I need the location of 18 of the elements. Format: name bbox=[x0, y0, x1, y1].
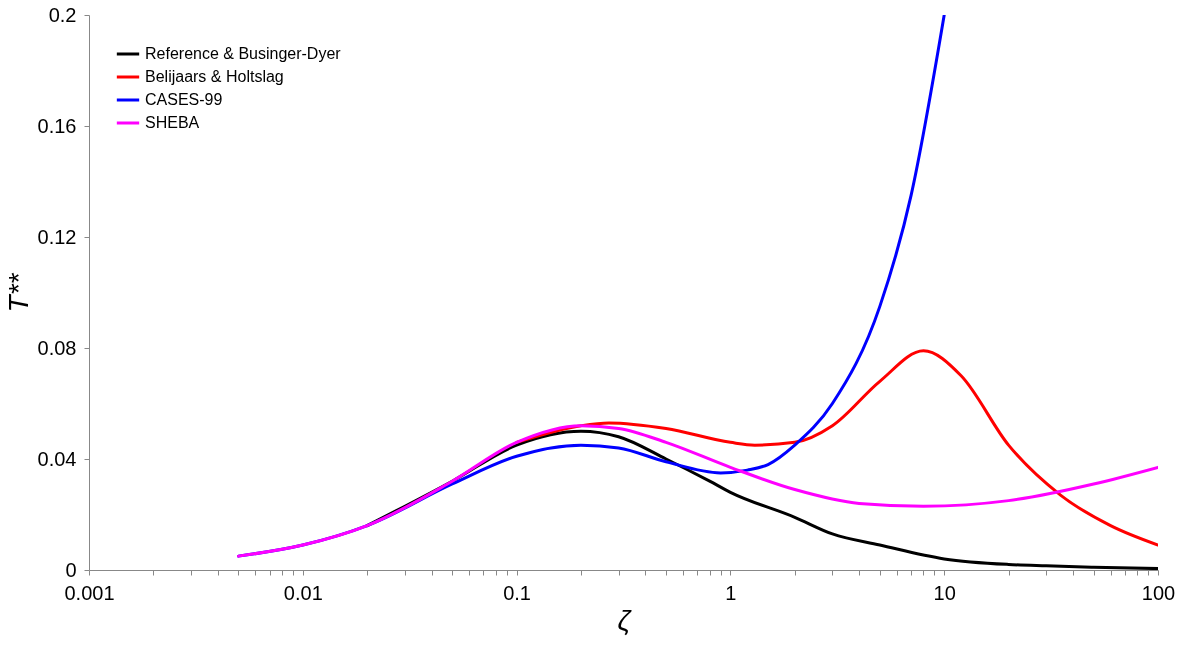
x-tick-label: 100 bbox=[1141, 581, 1176, 604]
x-tick-label: 1 bbox=[725, 581, 737, 604]
x-tick-label: 10 bbox=[933, 581, 956, 604]
x-tick-label: 0.001 bbox=[64, 581, 115, 604]
legend-label: CASES-99 bbox=[145, 91, 223, 108]
y-tick-label: 0.2 bbox=[48, 3, 77, 26]
legend-label: SHEBA bbox=[145, 114, 200, 131]
y-tick-label: 0.16 bbox=[37, 114, 77, 137]
y-tick-label: 0.04 bbox=[37, 447, 77, 470]
y-tick-label: 0 bbox=[65, 558, 77, 581]
legend-label: Belijaars & Holtslag bbox=[145, 68, 284, 85]
legend-label: Reference & Businger-Dyer bbox=[145, 45, 342, 62]
y-tick-label: 0.08 bbox=[37, 336, 77, 359]
y-tick-label: 0.12 bbox=[37, 225, 77, 248]
x-axis-title: ζ bbox=[617, 604, 633, 636]
x-tick-label: 0.1 bbox=[503, 581, 532, 604]
x-tick-label: 0.01 bbox=[283, 581, 323, 604]
y-axis-title: T** bbox=[2, 272, 34, 313]
